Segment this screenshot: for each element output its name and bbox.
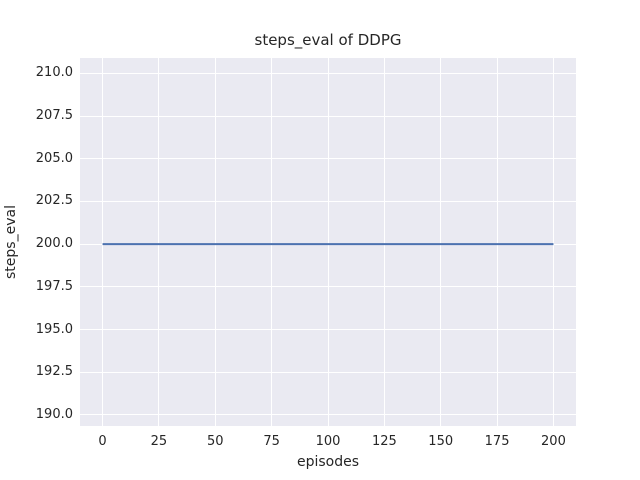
y-gridline bbox=[80, 72, 576, 74]
x-tick-label: 150 bbox=[428, 434, 454, 449]
y-tick-label: 190.0 bbox=[35, 406, 73, 422]
y-tick-label: 195.0 bbox=[35, 321, 73, 337]
series-layer bbox=[102, 243, 554, 246]
y-tick-label: 202.5 bbox=[35, 193, 73, 209]
x-tick-label: 50 bbox=[206, 434, 224, 449]
y-gridline bbox=[80, 286, 576, 288]
x-tick-label: 175 bbox=[484, 434, 510, 449]
y-gridline bbox=[80, 414, 576, 416]
y-gridline bbox=[80, 115, 576, 117]
x-tick-label: 75 bbox=[263, 434, 280, 449]
y-tick-label: 200.0 bbox=[35, 236, 73, 252]
y-tick-label: 192.5 bbox=[35, 364, 73, 380]
plot-area bbox=[80, 58, 576, 426]
x-tick-label: 0 bbox=[98, 434, 107, 449]
y-tick-label: 197.5 bbox=[35, 278, 73, 294]
y-gridline bbox=[80, 329, 576, 331]
x-tick-label: 125 bbox=[371, 434, 397, 449]
x-gridline bbox=[440, 58, 442, 426]
x-tick-label: 200 bbox=[541, 434, 566, 449]
x-tick-label: 100 bbox=[315, 434, 341, 449]
x-gridline bbox=[158, 58, 160, 426]
x-gridline bbox=[496, 58, 498, 426]
y-tick-label: 207.5 bbox=[35, 108, 73, 124]
x-gridline bbox=[383, 58, 385, 426]
y-gridline bbox=[80, 158, 576, 160]
chart-title: steps_eval of DDPG bbox=[254, 31, 402, 49]
x-gridline bbox=[271, 58, 273, 426]
y-tick-label: 210.0 bbox=[35, 65, 73, 81]
x-gridline bbox=[102, 58, 104, 426]
x-axis-label: episodes bbox=[296, 454, 360, 470]
x-gridline bbox=[214, 58, 216, 426]
x-tick-label: 25 bbox=[150, 434, 168, 449]
y-gridline bbox=[80, 371, 576, 373]
x-gridline bbox=[327, 58, 329, 426]
x-gridline bbox=[552, 58, 554, 426]
y-tick-label: 205.0 bbox=[35, 150, 73, 166]
y-gridline bbox=[80, 200, 576, 202]
